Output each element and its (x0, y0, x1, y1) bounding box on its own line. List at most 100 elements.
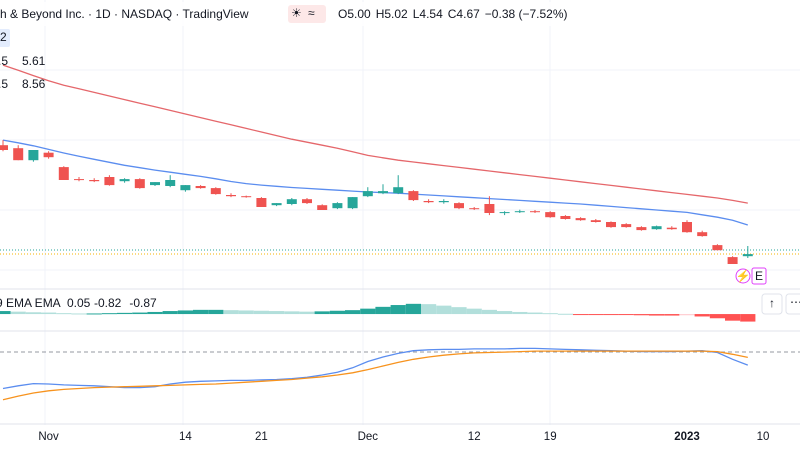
badge[interactable] (0, 29, 10, 47)
x-tick-label: 19 (544, 431, 557, 443)
macd-value: -0.87 (129, 296, 157, 310)
histogram-bar (679, 314, 695, 316)
histogram-bar (223, 310, 239, 315)
ohlc-label: O5.00 (338, 7, 371, 21)
candle-body (195, 186, 206, 189)
candle-body (271, 203, 282, 206)
candle-body (682, 222, 692, 233)
histogram-bar (71, 313, 87, 315)
histogram-bar (162, 311, 178, 315)
x-tick-label: Dec (358, 431, 379, 443)
histogram-bar (664, 314, 680, 316)
x-tick-label: 2023 (674, 431, 700, 443)
candle-body (28, 150, 39, 161)
histogram-bar (284, 311, 300, 315)
histogram-bar (481, 309, 497, 315)
histogram-bar (56, 313, 72, 315)
candle-body (347, 197, 358, 209)
candle-body (302, 199, 312, 204)
move-up-icon: ↑ (769, 296, 775, 310)
histogram-bar (527, 312, 543, 315)
button[interactable] (761, 293, 783, 315)
histogram-bar (299, 311, 315, 315)
candle-body (469, 208, 480, 210)
candle-body (226, 195, 236, 197)
x-tick-label: 10 (757, 431, 770, 443)
candle-body (423, 201, 434, 203)
histogram-bar (101, 313, 117, 315)
histogram-bar (709, 314, 725, 319)
candle-body (454, 203, 464, 209)
histogram-bar (557, 313, 573, 315)
histogram-bar (740, 314, 756, 322)
histogram-bar (421, 304, 437, 315)
candle-body (119, 179, 130, 182)
ohlc-label: L4.54 (413, 7, 443, 21)
candle-body (13, 148, 24, 161)
split-glyph: ⚡ (736, 269, 751, 283)
candle-body (43, 152, 54, 158)
candle-body (362, 191, 373, 197)
histogram-bar (633, 314, 649, 316)
candle-body (241, 196, 252, 198)
x-tick-label: Nov (38, 431, 59, 443)
histogram-bar (41, 312, 57, 315)
legend-label: .5 (0, 54, 8, 68)
candle-body (621, 224, 632, 228)
macd-value: -0.82 (94, 296, 122, 310)
histogram-bar (725, 314, 741, 321)
badge-text: 2 (0, 30, 7, 44)
histogram-bar (512, 311, 528, 315)
histogram-bar (542, 313, 558, 315)
candle-body (636, 227, 647, 231)
candle-body (286, 199, 297, 204)
candle-body (210, 188, 221, 195)
histogram-bar (25, 312, 41, 315)
split-icon[interactable] (735, 268, 751, 284)
candle-body (378, 191, 388, 194)
legend-label: .5 (0, 77, 8, 91)
candle-body (256, 198, 267, 207)
session-wave: ≈ (308, 6, 315, 20)
histogram-bar (451, 307, 467, 315)
candle-body (150, 182, 160, 186)
ohlc-label: −0.38 (−7.52%) (485, 7, 568, 21)
earnings-icon[interactable] (751, 267, 767, 285)
grid (0, 0, 800, 425)
session-icon[interactable] (288, 5, 326, 23)
histogram-bar (497, 311, 513, 315)
earnings-glyph: E (755, 269, 763, 283)
legend-value: 8.56 (22, 77, 46, 91)
histogram-bar (405, 303, 421, 315)
candle-body (575, 218, 586, 221)
more-icon: ⋯ (790, 295, 800, 309)
x-tick-label: 14 (179, 431, 192, 443)
candle-body (514, 211, 525, 213)
candle-body (89, 180, 100, 182)
histogram-bar (466, 308, 482, 315)
candle-body (0, 145, 8, 150)
ohlc-label: H5.02 (376, 7, 408, 21)
histogram-bar (177, 310, 193, 315)
candle-body (134, 179, 145, 189)
legend-value: 5.61 (22, 54, 46, 68)
ema-line (2, 64, 748, 204)
x-tick-label: 21 (255, 431, 268, 443)
histogram-bar (649, 314, 665, 316)
button[interactable] (785, 293, 800, 315)
histogram-bar (360, 308, 376, 315)
histogram-bar (375, 306, 391, 315)
x-tick-label: 12 (468, 431, 481, 443)
candle-body (180, 185, 191, 191)
histogram-bar (193, 309, 209, 315)
histogram-bar (132, 312, 148, 315)
histogram-bar (10, 311, 26, 315)
histogram-bar (573, 314, 589, 316)
histogram-bar (238, 310, 254, 315)
candle-body (590, 220, 601, 222)
candle-body (408, 191, 419, 201)
candle-body (317, 205, 328, 210)
histogram-bar (117, 312, 133, 315)
histogram-bar (208, 309, 224, 315)
